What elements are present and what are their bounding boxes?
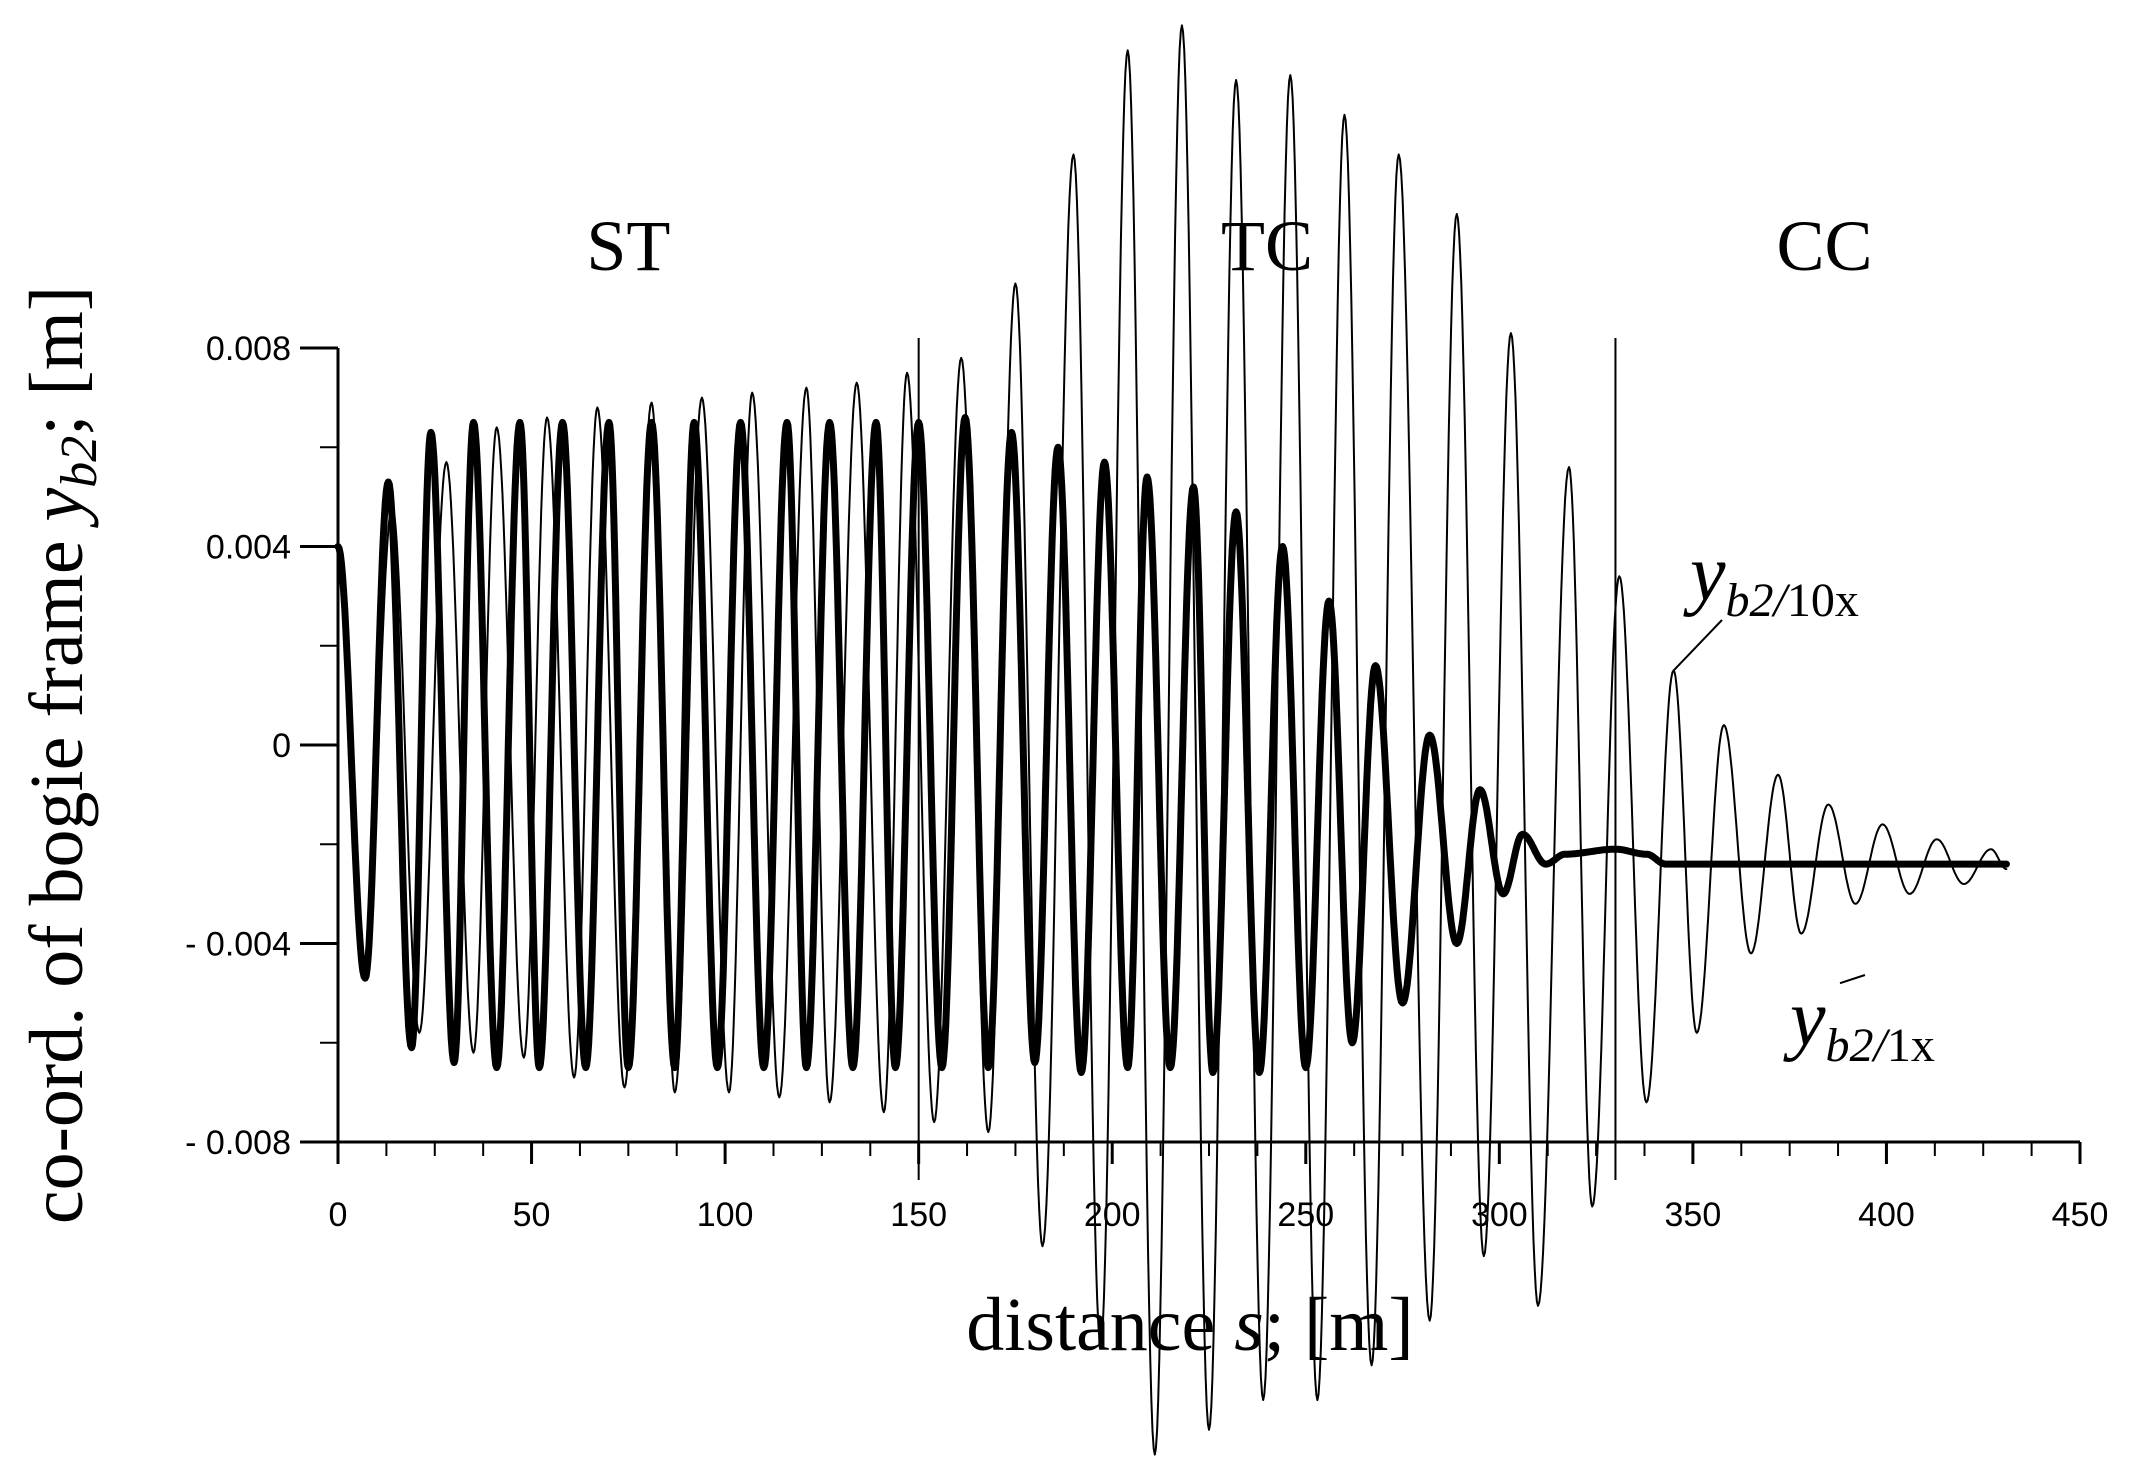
- region-label-st: ST: [586, 206, 670, 286]
- y-axis-title: co-ord. of bogie frame yb2; [m]: [15, 286, 108, 1224]
- x-tick-labels: 0 50 100 150 200 250 300 350 400 450: [329, 1196, 2109, 1234]
- y-tick-labels: 0.008 0.004 0 - 0.004 - 0.008: [185, 330, 291, 1162]
- x-axis-title: distance s; [m]: [966, 1283, 1413, 1367]
- series-label-leader: [1839, 974, 1866, 985]
- x-tick-label: 0: [329, 1196, 348, 1234]
- x-tick-label: 50: [513, 1196, 551, 1234]
- series-labels: yb2/10x yb2/1x: [1672, 530, 1935, 1072]
- y-tick-label: 0: [272, 727, 291, 765]
- series-label-1x: yb2/1x: [1783, 975, 1935, 1072]
- y-tick-label: 0.008: [206, 330, 291, 368]
- tick-marks: [300, 346, 2082, 1164]
- series-label-leader: [1672, 619, 1723, 672]
- x-tick-label: 200: [1084, 1196, 1141, 1234]
- region-label-cc: CC: [1776, 206, 1872, 286]
- y-tick-label: 0.004: [206, 529, 291, 567]
- series-label-10x: yb2/10x: [1683, 530, 1859, 627]
- series-line-1x: [334, 414, 2010, 1076]
- region-label-tc: TC: [1221, 206, 1313, 286]
- series-lines: [334, 24, 2010, 1456]
- x-tick-label: 150: [890, 1196, 947, 1234]
- x-tick-label: 250: [1277, 1196, 1334, 1234]
- x-tick-label: 350: [1665, 1196, 1722, 1234]
- x-tick-label: 450: [2052, 1196, 2109, 1234]
- series-line-10x: [337, 24, 2008, 1456]
- section-boundaries: [917, 338, 1617, 1180]
- x-tick-label: 100: [697, 1196, 754, 1234]
- x-tick-label: 400: [1858, 1196, 1915, 1234]
- y-tick-label: - 0.008: [185, 1124, 291, 1162]
- region-labels: ST TC CC: [586, 206, 1872, 286]
- y-tick-label: - 0.004: [185, 926, 291, 964]
